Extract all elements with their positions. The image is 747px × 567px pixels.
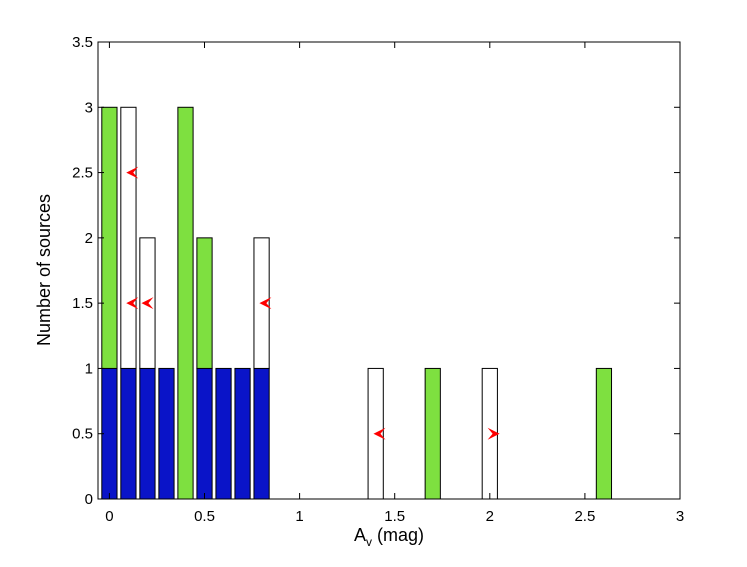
arrow-marker-0 [126, 166, 139, 179]
x-tick-label-1: 0.5 [194, 508, 215, 525]
bar-green-0 [101, 106, 118, 369]
x-tick-label-5: 2.5 [574, 508, 595, 525]
y-tick-label-4: 2 [85, 230, 93, 247]
plot-area [98, 42, 680, 499]
y-tick-label-5: 2.5 [72, 165, 93, 182]
arrow-marker-4 [373, 427, 386, 440]
x-tick-label-3: 1.5 [384, 508, 405, 525]
x-tick-label-4: 2 [486, 508, 494, 525]
bar-blue-0 [101, 367, 118, 500]
x-tick-label-2: 1 [295, 508, 303, 525]
y-tick-label-0: 0 [85, 491, 93, 508]
bar-blue-1 [120, 367, 137, 500]
y-tick-label-1: 0.5 [72, 426, 93, 443]
bars-layer [101, 106, 613, 500]
bar-blue-7 [253, 367, 270, 500]
bar-blue-2 [139, 367, 156, 500]
plot-frame [97, 41, 681, 500]
bar-green-4 [595, 367, 613, 500]
arrow-marker-3 [259, 297, 272, 310]
arrows-layer [126, 166, 500, 440]
y-tick-label-3: 1.5 [72, 295, 93, 312]
ticks-layer: 0 0.5 1 1.5 2 2.5 3 0 0.5 1 1.5 2 2.5 3 3.5 [72, 34, 684, 525]
bar-green-3 [424, 367, 441, 500]
bar-blue-5 [215, 367, 232, 500]
x-axis-title: Av (mag) [354, 525, 424, 549]
bar-blue-3 [158, 367, 175, 500]
x-tick-label-6: 3 [676, 508, 684, 525]
arrow-marker-2 [141, 297, 154, 310]
x-axis-title-unit: (mag) [377, 525, 424, 545]
x-tick-label-0: 0 [105, 508, 113, 525]
y-tick-label-6: 3 [85, 99, 93, 116]
x-axis-title-sub: v [366, 535, 372, 549]
y-axis-title: Number of sources [34, 194, 54, 346]
bar-green-2 [196, 237, 213, 369]
bar-blue-4 [196, 367, 213, 500]
x-axis-title-main: A [354, 525, 366, 545]
y-tick-label-2: 1 [85, 360, 93, 377]
bar-green-1 [177, 106, 194, 500]
arrow-marker-1 [126, 297, 139, 310]
arrow-marker-5 [487, 427, 500, 440]
bar-white-0 [120, 106, 137, 369]
y-tick-label-7: 3.5 [72, 34, 93, 51]
bar-blue-6 [234, 367, 251, 500]
